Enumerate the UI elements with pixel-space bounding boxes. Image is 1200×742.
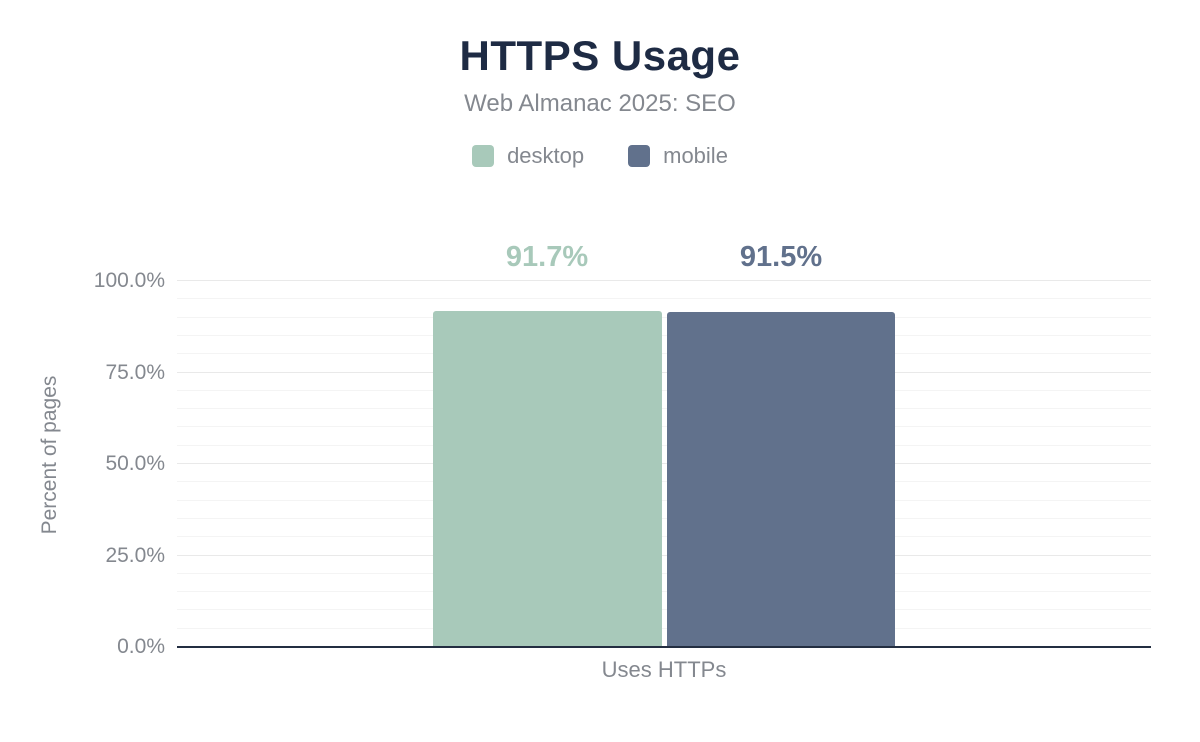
bar-label-mobile: 91.5% (739, 241, 823, 273)
gridline (177, 499, 1151, 501)
gridline (177, 627, 1151, 629)
gridline (177, 353, 1151, 355)
chart-title: HTTPS Usage (459, 32, 741, 79)
chart-subtitle: Web Almanac 2025: SEO (464, 90, 736, 117)
gridline (177, 389, 1151, 391)
gridline (177, 572, 1151, 574)
y-tick-label: 0.0% (117, 635, 165, 658)
gridline (177, 298, 1151, 300)
gridline (177, 517, 1151, 519)
y-tick-label: 100.0% (93, 269, 165, 292)
y-axis-ticks: 0.0% 25.0% 50.0% 75.0% 100.0% (0, 269, 165, 658)
gridline (177, 316, 1151, 318)
bar-desktop[interactable] (433, 311, 662, 647)
y-tick-label: 75.0% (105, 360, 165, 384)
legend-item-desktop[interactable]: desktop (472, 143, 584, 169)
gridline (177, 334, 1151, 336)
gridline (177, 408, 1151, 410)
gridline (177, 463, 1151, 464)
y-tick-label: 50.0% (105, 452, 165, 475)
y-tick-label: 25.0% (105, 543, 165, 567)
legend: desktop mobile (0, 143, 1200, 169)
x-axis-line (177, 646, 1151, 648)
desktop-swatch-icon (472, 145, 495, 167)
gridline (177, 426, 1151, 428)
gridline (177, 371, 1151, 373)
gridline (177, 444, 1151, 446)
x-category-label: Uses HTTPs (601, 657, 727, 682)
legend-item-mobile[interactable]: mobile (628, 143, 728, 169)
gridline (177, 280, 1151, 281)
bar-mobile[interactable] (667, 312, 895, 647)
gridline (177, 536, 1151, 538)
plot-area: 91.7% 91.5% (177, 241, 1151, 648)
gridline (177, 591, 1151, 593)
gridline (177, 481, 1151, 483)
gridline (177, 609, 1151, 611)
bar-label-desktop: 91.7% (505, 241, 589, 273)
gridline (177, 554, 1151, 556)
legend-label-mobile: mobile (663, 143, 728, 168)
legend-label-desktop: desktop (507, 143, 585, 168)
mobile-swatch-icon (628, 145, 651, 167)
